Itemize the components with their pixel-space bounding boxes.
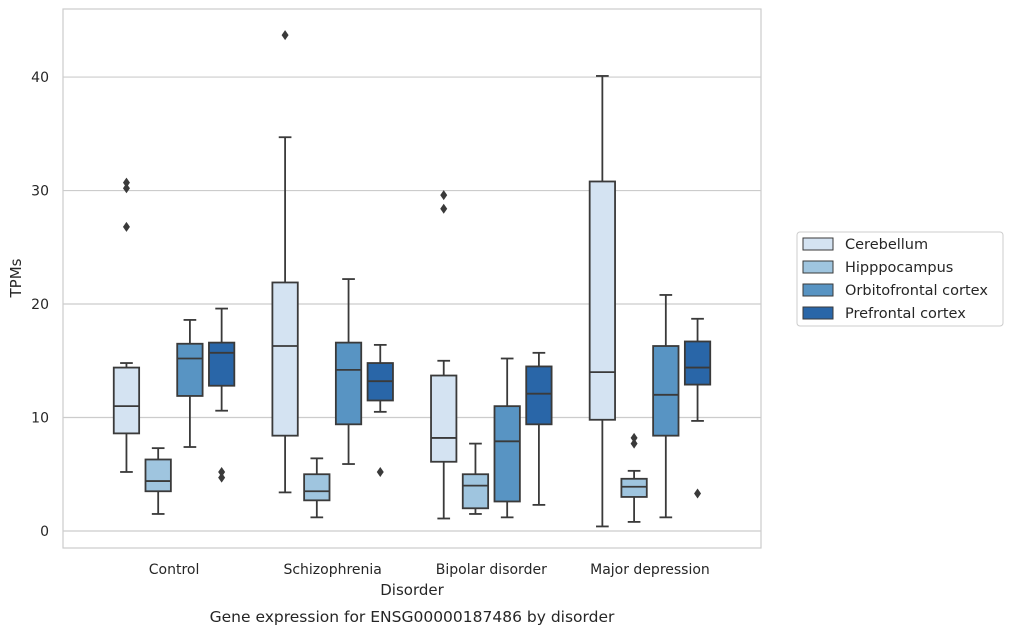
outlier-point: [122, 183, 130, 194]
outlier-point: [694, 488, 702, 499]
box-group: [208, 307, 236, 483]
legend-swatch-orbitofrontal: [802, 283, 834, 297]
y-axis-label: TPMs: [7, 258, 25, 298]
outlier-point: [218, 472, 226, 483]
outlier-point: [630, 432, 638, 443]
box-iqr: [271, 281, 299, 437]
legend-label-orbitofrontal: Orbitofrontal cortex: [845, 283, 988, 299]
outlier-point: [218, 466, 226, 477]
legend-swatch-prefrontal: [802, 306, 834, 320]
y-tick-label: 40: [31, 70, 49, 86]
box-iqr: [303, 473, 331, 502]
chart-caption: Gene expression for ENSG00000187486 by d…: [210, 608, 615, 626]
x-tick-label: Control: [149, 562, 200, 578]
box-group: [683, 317, 712, 499]
box-iqr: [683, 340, 712, 386]
box-iqr: [652, 345, 680, 437]
box-group: [366, 343, 394, 477]
box-group: [334, 278, 363, 465]
outlier-point: [440, 190, 448, 201]
plot-area: [62, 8, 762, 549]
box-iqr: [525, 365, 553, 426]
box-iqr: [112, 366, 141, 435]
x-tick-label: Bipolar disorder: [436, 562, 547, 578]
box-group: [303, 457, 331, 519]
y-tick-label: 10: [31, 411, 49, 427]
box-iqr: [208, 341, 236, 387]
x-axis-label: Disorder: [380, 581, 444, 599]
x-tick-labels: Control Schizophrenia Bipolar disorder Majo…: [149, 562, 710, 578]
legend-frame: [796, 231, 1004, 327]
box-group: [588, 75, 616, 528]
outlier-point: [122, 177, 130, 188]
legend-swatch-hippocampus: [802, 260, 834, 274]
outlier-point: [376, 466, 384, 477]
y-tick-label: 20: [31, 297, 49, 313]
legend: Cerebellum Hipppocampus Orbitofrontal co…: [796, 231, 1004, 327]
box-group: [176, 319, 204, 448]
x-tick-label: Schizophrenia: [283, 562, 381, 578]
outlier-point: [440, 203, 448, 214]
box-group: [461, 442, 490, 515]
y-gridlines: [63, 76, 761, 532]
y-tick-labels: 0 10 20 30 40: [31, 70, 49, 540]
box-group: [525, 351, 553, 506]
box-series: [112, 30, 712, 528]
box-group: [144, 447, 172, 515]
box-iqr: [144, 458, 172, 493]
legend-label-hippocampus: Hipppocampus: [845, 260, 953, 276]
box-group: [271, 30, 299, 494]
box-group: [652, 294, 680, 519]
legend-swatch-cerebellum: [802, 237, 834, 251]
box-iqr: [620, 477, 648, 498]
box-iqr: [430, 374, 458, 463]
box-iqr: [493, 405, 521, 503]
box-group: [493, 357, 521, 519]
legend-label-prefrontal: Prefrontal cortex: [845, 306, 966, 322]
box-iqr: [176, 342, 204, 397]
box-group: [112, 177, 141, 473]
outlier-point: [630, 438, 638, 449]
x-tick-label: Major depression: [590, 562, 710, 578]
outlier-point: [281, 30, 289, 41]
legend-label-cerebellum: Cerebellum: [845, 237, 928, 253]
box-iqr: [461, 473, 490, 510]
box-iqr: [334, 341, 363, 426]
outlier-point: [122, 221, 130, 232]
y-tick-label: 0: [40, 524, 49, 540]
y-tick-label: 30: [31, 184, 49, 200]
box-iqr: [588, 180, 616, 421]
box-group: [430, 190, 458, 520]
box-group: [620, 432, 648, 523]
